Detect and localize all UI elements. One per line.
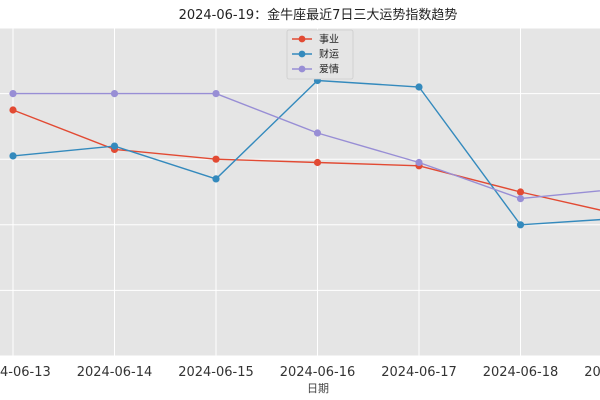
legend-label: 财运 bbox=[319, 48, 339, 61]
data-point bbox=[313, 158, 322, 167]
legend-marker bbox=[298, 65, 306, 73]
x-tick-label: 2024-06-14 bbox=[77, 365, 153, 380]
legend-item: 爱情 bbox=[292, 63, 339, 76]
legend-item: 事业 bbox=[292, 33, 339, 46]
legend-label: 事业 bbox=[319, 33, 339, 46]
series-group bbox=[9, 76, 600, 229]
x-tick-label: 2024-06-13 bbox=[0, 365, 51, 380]
data-point bbox=[516, 195, 525, 203]
data-point bbox=[9, 152, 17, 160]
x-tick-label: 2024-06-15 bbox=[178, 365, 254, 380]
series-3 bbox=[9, 90, 600, 203]
x-axis-label: 日期 bbox=[307, 382, 329, 395]
data-point bbox=[516, 188, 525, 196]
data-point bbox=[516, 221, 525, 229]
series-2 bbox=[9, 76, 600, 229]
legend-marker bbox=[298, 35, 306, 43]
legend-marker bbox=[298, 50, 306, 58]
data-point bbox=[110, 142, 119, 150]
x-tick-label: 2024-06-16 bbox=[280, 365, 356, 380]
x-tick-label: 2024-06-18 bbox=[483, 365, 559, 380]
data-point bbox=[415, 83, 423, 91]
data-point bbox=[9, 90, 17, 98]
legend-label: 爱情 bbox=[319, 63, 339, 76]
x-tick-label: 2024-06-19 bbox=[584, 365, 600, 380]
data-point bbox=[110, 90, 119, 98]
grid bbox=[0, 27, 600, 357]
data-point bbox=[212, 155, 220, 163]
chart-title: 2024-06-19：金牛座最近7日三大运势指数趋势 bbox=[179, 7, 458, 23]
data-point bbox=[212, 90, 220, 98]
data-point bbox=[415, 158, 423, 167]
data-point bbox=[313, 129, 322, 137]
x-axis-ticks: 2024-06-13 2024-06-14 2024-06-15 2024-06-16… bbox=[0, 365, 600, 380]
x-tick-label: 2024-06-17 bbox=[381, 365, 457, 380]
data-point bbox=[9, 106, 17, 114]
data-point bbox=[212, 175, 220, 183]
legend-item: 财运 bbox=[292, 48, 339, 61]
